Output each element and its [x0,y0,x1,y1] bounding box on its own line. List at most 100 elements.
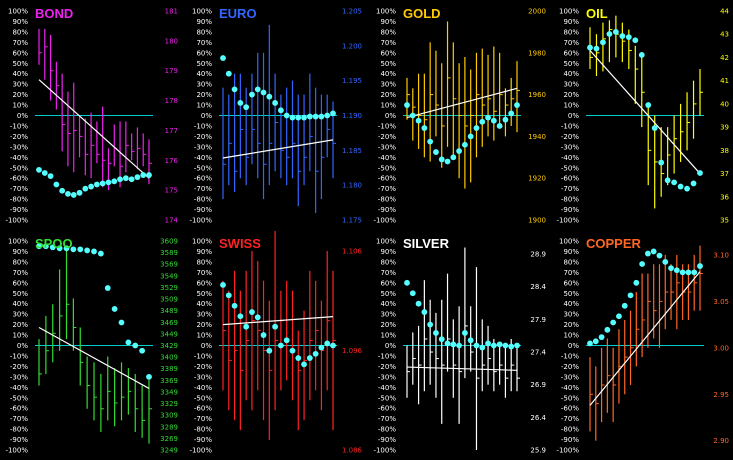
left-tick-label: -40% [10,154,28,162]
left-tick-label: 90% [563,248,579,256]
oscillator-dot [490,117,497,124]
oscillator-dot [514,342,520,349]
left-tick-label: 70% [196,39,212,47]
right-tick-label: 3.00 [713,344,729,352]
oscillator-dot [461,330,468,336]
price-bar [228,290,232,411]
right-tick-label: 176 [165,157,179,165]
oscillator-dot [616,313,622,320]
right-tick-label: 28.9 [530,251,546,259]
left-tick-label: 40% [12,70,28,78]
left-tick-label: -40% [378,384,396,392]
right-tick-label: 2000 [528,8,546,16]
left-tick-label: -80% [194,196,212,204]
left-tick-label: -30% [10,143,28,151]
left-tick-label: -10% [561,352,579,360]
price-bar [441,63,445,168]
price-bar [693,254,698,311]
price-bar [458,306,463,424]
price-bar [699,69,703,116]
right-tick-label: 3489 [160,307,178,315]
chart-title: GOLD [403,6,441,21]
price-bar [499,345,503,385]
left-tick-label: 80% [12,258,28,266]
right-tick-label: 28.4 [530,283,546,291]
oscillator-dot [673,267,680,274]
oscillator-dot [619,33,626,39]
left-tick-label: 90% [196,18,212,26]
oscillator-dot [53,181,60,188]
price-bar [107,356,111,421]
left-tick-label: 40% [380,70,396,78]
chart-panel-euro: 100% 90% 80% 70% 60% 50% 40% 30% 20% 10% 0% -10% -20… [185,1,366,228]
oscillator-dot [254,314,261,321]
oscillator-dot [88,183,95,190]
left-tick-label: -10% [194,352,212,360]
left-tick-label: 10% [12,332,28,340]
left-tick-label: -30% [561,143,579,151]
right-tick-label: 2.90 [713,437,729,445]
price-bar [464,56,468,189]
oscillator-dot [668,265,674,272]
left-tick-label: -40% [10,384,28,392]
oscillator-dot [272,323,279,330]
oscillator-dot [283,112,290,119]
price-bar [309,270,313,401]
oscillator-dot [41,170,48,176]
price-bar [233,270,238,421]
price-bar [326,250,331,391]
oscillator-dot [621,302,628,309]
right-tick-label: 3249 [160,447,178,455]
chart-title: COPPER [586,236,641,251]
price-bar [274,73,279,172]
price-bar [38,339,42,386]
left-tick-label: 10% [563,102,579,110]
price-bar [600,347,605,423]
left-tick-label: 10% [12,102,28,110]
oscillator-dot [70,192,77,198]
price-bar [624,319,628,395]
left-tick-label: -70% [10,185,28,193]
price-bar [90,112,95,179]
trend-line [406,87,518,119]
right-tick-label: 3549 [160,272,178,280]
oscillator-dot [490,342,497,349]
left-tick-label: 0% [385,112,396,120]
left-tick-label: 90% [196,248,212,256]
oscillator-dot [421,125,428,131]
oscillator-dot [473,342,480,349]
left-tick-label: 20% [380,91,396,99]
left-tick-label: 80% [196,258,212,266]
left-tick-label: 0% [568,342,579,350]
oscillator-dot [76,189,83,196]
price-bar [621,22,626,63]
oscillator-dot [409,112,416,119]
price-bar [475,267,480,450]
left-tick-label: -70% [378,415,396,423]
chart-panel-swiss: 100% 90% 80% 70% 60% 50% 40% 30% 20% 10% 0% -10% -20… [185,231,366,458]
oscillator-dot [479,118,486,125]
oscillator-dot [36,166,42,173]
oscillator-dot [249,309,255,315]
price-bar [417,325,422,405]
left-tick-label: 100% [8,238,28,246]
left-tick-label: -10% [378,352,396,360]
left-tick-label: -40% [194,154,212,162]
oscillator-dot [587,44,593,51]
left-tick-label: 30% [196,81,212,89]
right-tick-label: 1.096 [342,347,363,355]
oscillator-dot [587,340,593,347]
price-bar [406,345,410,398]
price-bar [86,356,91,409]
oscillator-dot [514,102,520,108]
left-tick-label: 50% [380,290,396,298]
oscillator-dot [639,261,646,267]
left-tick-label: 50% [12,60,28,68]
left-tick-label: 100% [376,8,396,16]
price-bar [59,269,63,351]
left-tick-label: 100% [559,8,579,16]
left-tick-label: 50% [12,290,28,298]
oscillator-dot [104,285,111,291]
price-bar [113,124,118,167]
price-bar [45,315,49,374]
